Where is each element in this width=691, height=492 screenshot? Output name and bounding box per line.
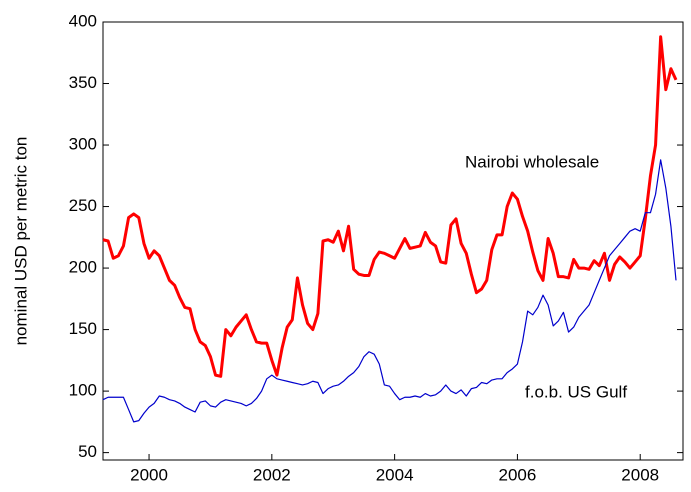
x-tick-label: 2002 [253,465,291,484]
x-tick-label: 2004 [376,465,414,484]
y-axis-title: nominal USD per metric ton [11,137,30,346]
y-tick-label: 250 [69,196,97,215]
y-tick-label: 200 [69,258,97,277]
y-tick-label: 100 [69,381,97,400]
y-tick-label: 50 [78,442,97,461]
annotation: Nairobi wholesale [465,152,599,171]
y-tick-label: 300 [69,135,97,154]
x-tick-label: 2006 [499,465,537,484]
y-tick-label: 350 [69,73,97,92]
annotation: f.o.b. US Gulf [525,382,627,401]
series-line [102,35,678,378]
x-tick-label: 2008 [621,465,659,484]
y-tick-label: 400 [69,11,97,30]
x-tick-label: 2000 [130,465,168,484]
series-line [102,159,677,423]
y-tick-label: 150 [69,319,97,338]
